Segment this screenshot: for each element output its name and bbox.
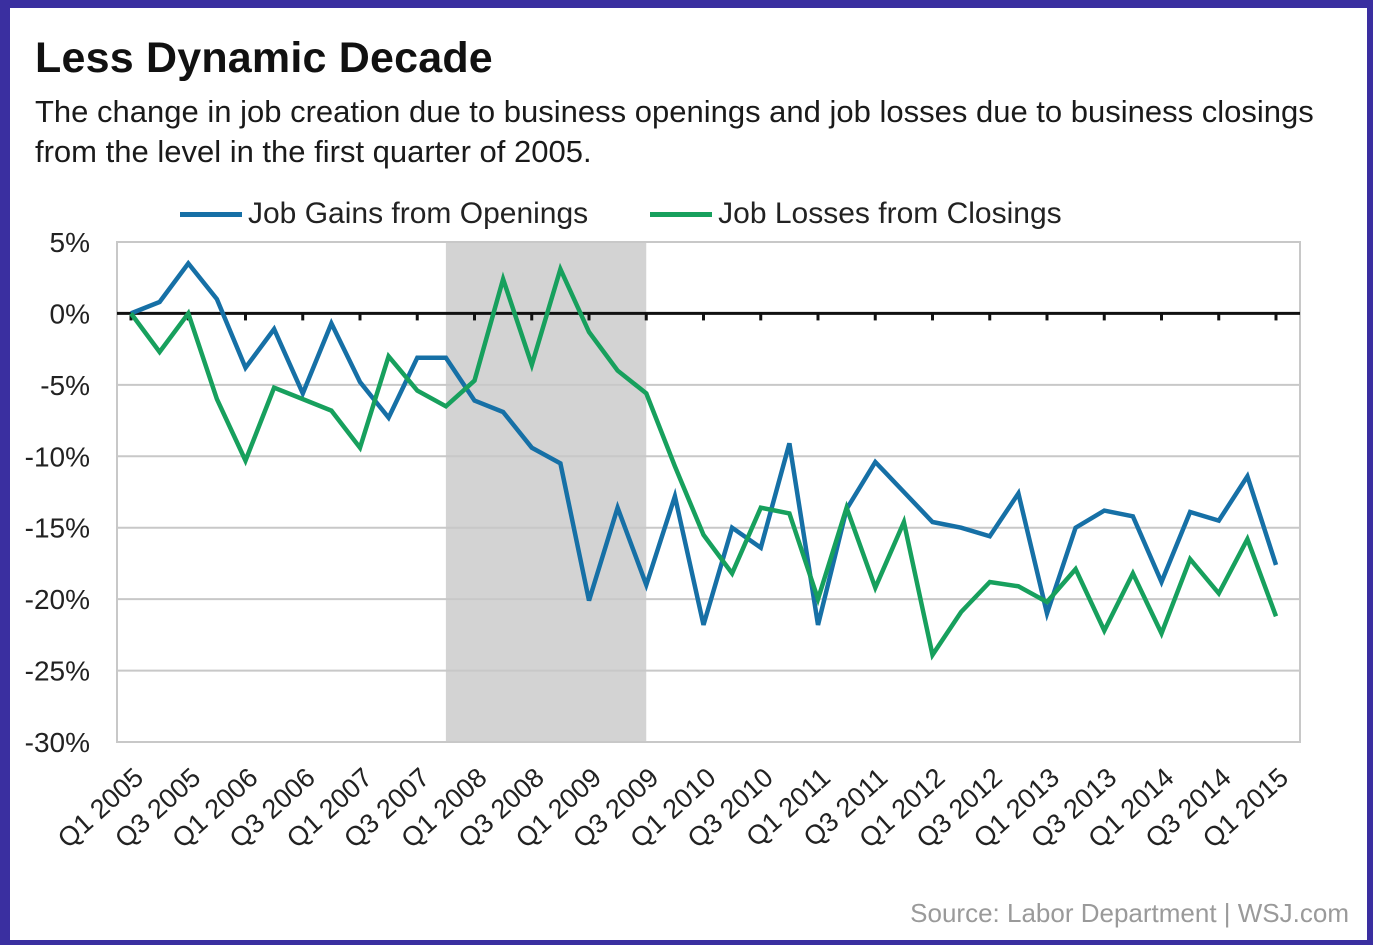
legend-swatch-job-losses xyxy=(650,211,713,217)
y-tick-label: 5% xyxy=(50,227,90,258)
chart-card: Less Dynamic Decade The change in job cr… xyxy=(10,8,1367,940)
y-tick-label: -15% xyxy=(25,513,90,544)
legend-label-job-gains: Job Gains from Openings xyxy=(248,197,589,230)
y-tick-label: -5% xyxy=(40,370,90,401)
y-tick-label: -30% xyxy=(25,727,90,758)
chart-subtitle: The change in job creation due to busine… xyxy=(35,94,1314,169)
recession-shading xyxy=(445,242,647,742)
series-line-job-gains xyxy=(130,259,1279,626)
legend-swatch-job-gains xyxy=(180,211,242,217)
chart-title: Less Dynamic Decade xyxy=(35,34,493,82)
source-note: Source: Labor Department | WSJ.com xyxy=(910,898,1349,928)
plot-border xyxy=(116,241,1301,743)
legend-item-job-losses: Job Losses from Closings xyxy=(650,197,1062,231)
y-tick-label: 0% xyxy=(50,298,90,329)
y-tick-label: -20% xyxy=(25,584,90,615)
legend-item-job-gains: Job Gains from Openings xyxy=(180,197,588,231)
y-tick-label: -25% xyxy=(25,656,90,687)
chart-legend: Job Gains from Openings Job Losses from … xyxy=(180,194,1124,234)
series-line-job-losses xyxy=(129,262,1279,661)
y-tick-label: -10% xyxy=(25,441,90,472)
legend-label-job-losses: Job Losses from Closings xyxy=(718,197,1062,230)
